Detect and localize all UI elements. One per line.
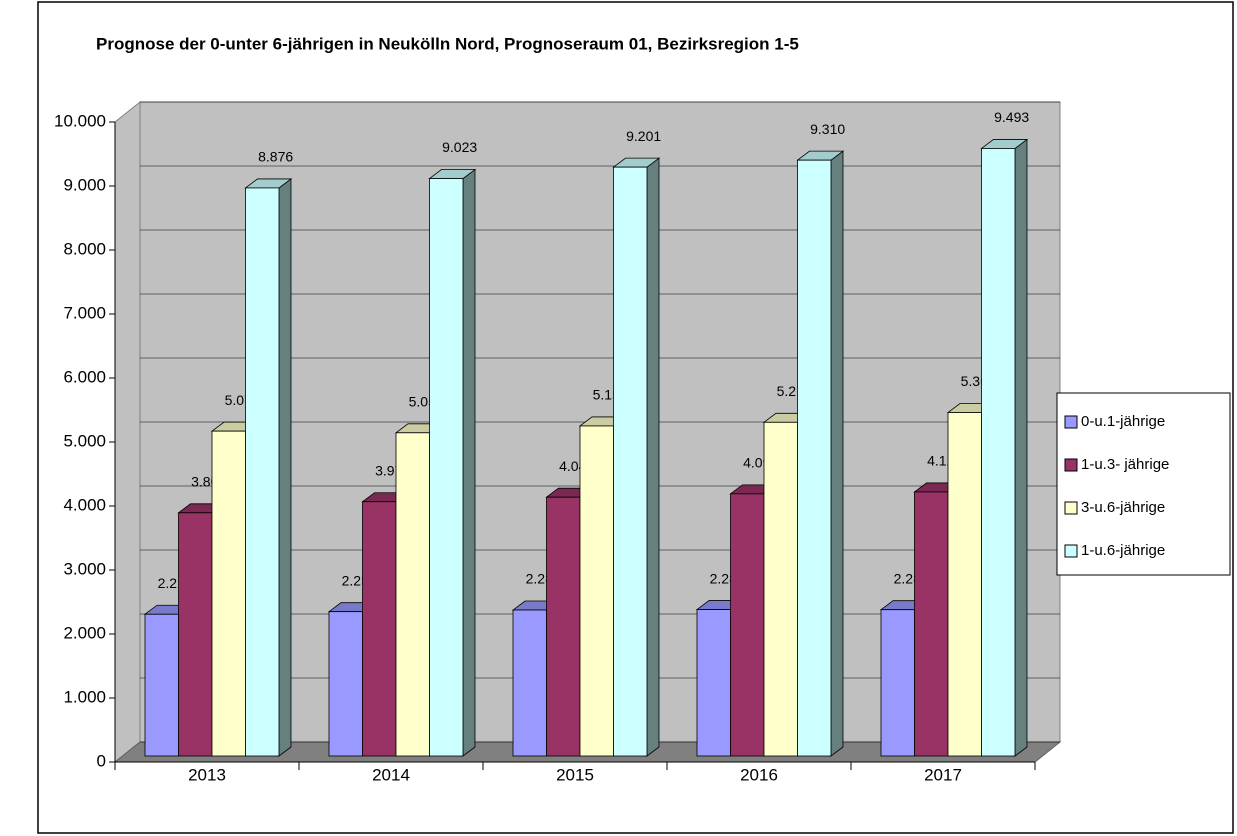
bar [613,166,648,757]
value-label: 9.023 [442,139,477,155]
y-tick-label: 6.000 [63,367,106,386]
bar [696,609,731,757]
bar [512,609,547,757]
bar [797,159,832,757]
value-label: 8.876 [258,149,293,165]
legend-box [1056,392,1231,576]
bar [178,512,213,757]
bar-side [278,178,292,757]
bar [947,412,982,757]
x-tick-label: 2013 [188,765,226,784]
bar [579,425,614,757]
bar [395,432,430,757]
y-tick-label: 9.000 [63,175,106,194]
legend-label: 1-u.6-jährige [1081,542,1165,559]
y-tick-label: 1.000 [63,687,106,706]
bar [730,493,765,757]
bar [880,609,915,757]
y-tick-label: 3.000 [63,559,106,578]
y-tick-label: 4.000 [63,495,106,514]
bar [144,613,179,757]
bar-side [830,150,844,757]
legend-swatch [1064,415,1078,429]
bar [362,501,397,757]
x-tick-label: 2014 [372,765,410,784]
legend-swatch [1064,501,1078,515]
y-tick-label: 5.000 [63,431,106,450]
bar [211,430,246,757]
bar [328,611,363,757]
bar [763,421,798,757]
legend-swatch [1064,458,1078,472]
bar [429,178,464,757]
chart-title: Prognose der 0-unter 6-jährigen in Neukö… [96,34,799,53]
y-tick-label: 8.000 [63,239,106,258]
legend-label: 0-u.1-jährige [1081,413,1165,430]
y-tick-label: 0 [97,751,106,770]
x-tick-label: 2015 [556,765,594,784]
y-tick-label: 10.000 [54,111,106,130]
y-tick-label: 7.000 [63,303,106,322]
y-tick-label: 2.000 [63,623,106,642]
bar [546,496,581,757]
legend-label: 1-u.3- jährige [1081,456,1169,473]
value-label: 9.310 [810,121,845,137]
x-tick-label: 2017 [924,765,962,784]
bar-side [1014,138,1028,757]
legend-swatch [1064,544,1078,558]
value-label: 9.493 [994,109,1029,125]
bar [914,491,949,757]
legend-label: 3-u.6-jährige [1081,499,1165,516]
side-wall [114,100,141,764]
bar [245,187,280,757]
bar-side [462,168,476,757]
x-tick-label: 2016 [740,765,778,784]
bar [981,148,1016,757]
value-label: 9.201 [626,128,661,144]
bar-side [646,157,660,757]
